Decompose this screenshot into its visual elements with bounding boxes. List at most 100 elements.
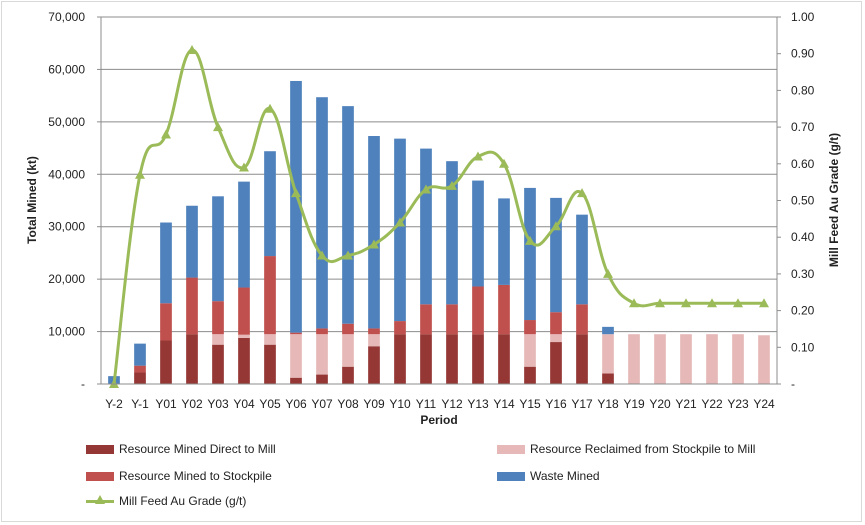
grade-marker <box>473 151 483 161</box>
bar-segment <box>446 161 458 305</box>
x-tick-label: Y09 <box>363 397 385 411</box>
bar-segment <box>368 136 380 329</box>
x-tick-label: Y21 <box>675 397 697 411</box>
legend-swatch-reclaimed <box>497 444 525 454</box>
bar-segment <box>316 97 328 329</box>
bar-segment <box>134 372 146 384</box>
grade-marker <box>187 45 197 55</box>
grade-line-path <box>112 48 764 385</box>
y-tick-label: 50,000 <box>48 115 85 129</box>
bar-segment <box>394 334 406 384</box>
x-tick-label: Y15 <box>519 397 541 411</box>
grade-marker <box>759 298 769 308</box>
bar-segment <box>134 365 146 373</box>
bar-segment <box>186 277 198 335</box>
grade-marker <box>577 188 587 198</box>
grade-line <box>109 45 769 388</box>
bar-segment <box>160 340 172 384</box>
y2-tick-label: 0.10 <box>791 340 815 354</box>
bar-segment <box>238 334 250 338</box>
bar-segment <box>758 335 770 384</box>
bar-segment <box>524 320 536 335</box>
grade-marker <box>265 103 275 113</box>
x-tick-label: Y-1 <box>131 397 149 411</box>
bar-segment <box>524 187 536 321</box>
legend-item-stockpile: Resource Mined to Stockpile <box>86 469 272 483</box>
legend-swatch-stockpile <box>86 471 114 481</box>
bar-segment <box>342 366 354 384</box>
bar-segment <box>186 205 198 278</box>
y2-tick-label: 0.30 <box>791 267 815 281</box>
bar-segment <box>446 334 458 384</box>
legend-item-waste: Waste Mined <box>497 469 600 483</box>
legend-item-direct: Resource Mined Direct to Mill <box>86 442 276 456</box>
bar-segment <box>394 138 406 322</box>
y2-tick-label: 0.80 <box>791 83 815 97</box>
x-axis-title: Period <box>420 413 457 427</box>
x-tick-label: Y19 <box>623 397 645 411</box>
bar-segment <box>576 304 588 335</box>
x-tick-label: Y08 <box>337 397 359 411</box>
x-tick-label: Y10 <box>389 397 411 411</box>
legend-label-direct: Resource Mined Direct to Mill <box>119 442 276 456</box>
bar-segment <box>368 346 380 384</box>
grade-marker <box>317 250 327 260</box>
bar-segment <box>498 284 510 335</box>
y-tick-label: 40,000 <box>48 167 85 181</box>
bar-segment <box>524 334 536 367</box>
y-tick-label: 70,000 <box>48 10 85 24</box>
grade-marker <box>421 184 431 194</box>
x-tick-label: Y07 <box>311 397 333 411</box>
grade-marker <box>213 122 223 132</box>
mining-schedule-chart: - 10,000 20,000 30,000 40,000 50,000 60,000 70,… <box>25 10 841 427</box>
bar-segment <box>732 334 744 384</box>
x-tick-label: Y04 <box>233 397 255 411</box>
x-tick-label: Y03 <box>207 397 229 411</box>
y2-tick-label: 0.20 <box>791 304 815 318</box>
grade-marker <box>343 250 353 260</box>
bar-segment <box>290 332 302 335</box>
legend-label-reclaimed: Resource Reclaimed from Stockpile to Mil… <box>530 442 756 456</box>
y-tick-label: 30,000 <box>48 220 85 234</box>
bar-segment <box>654 334 666 384</box>
y2-tick-label: - <box>791 377 795 391</box>
grade-marker <box>395 217 405 227</box>
bar-segment <box>342 323 354 335</box>
bar-segment <box>550 342 562 384</box>
bar-segment <box>394 321 406 335</box>
bar-segment <box>602 373 614 384</box>
axes: - 10,000 20,000 30,000 40,000 50,000 60,000 70,… <box>48 10 814 411</box>
x-tick-label: Y12 <box>441 397 463 411</box>
bar-segment <box>134 343 146 366</box>
grade-marker <box>603 268 613 278</box>
y-tick-label: 60,000 <box>48 62 85 76</box>
legend-label-grade: Mill Feed Au Grade (g/t) <box>119 494 247 508</box>
y2-tick-label: 0.50 <box>791 194 815 208</box>
bar-segment <box>602 326 614 335</box>
bar-segment <box>680 334 692 384</box>
x-tick-label: Y17 <box>571 397 593 411</box>
bar-segment <box>212 301 224 335</box>
legend-item-reclaimed: Resource Reclaimed from Stockpile to Mil… <box>497 442 755 456</box>
x-tick-label: Y13 <box>467 397 489 411</box>
grade-marker <box>135 169 145 179</box>
bar-segment <box>706 334 718 384</box>
bar-segment <box>498 334 510 384</box>
x-tick-label: Y11 <box>416 397 437 411</box>
grade-marker <box>551 221 561 231</box>
bar-segment <box>316 334 328 375</box>
bar-segment <box>602 334 614 374</box>
bar-segment <box>212 334 224 345</box>
bar-segment <box>238 337 250 384</box>
bar-segment <box>420 334 432 384</box>
grade-marker <box>369 239 379 249</box>
bar-segment <box>446 304 458 335</box>
bar-segment <box>368 334 380 347</box>
bar-segment <box>238 181 250 288</box>
bar-segment <box>576 334 588 384</box>
x-tick-label: Y05 <box>259 397 281 411</box>
x-tick-label: Y02 <box>181 397 203 411</box>
bar-segment <box>316 374 328 384</box>
legend: Resource Mined Direct to Mill Resource R… <box>0 436 865 516</box>
bar-segment <box>238 287 250 335</box>
